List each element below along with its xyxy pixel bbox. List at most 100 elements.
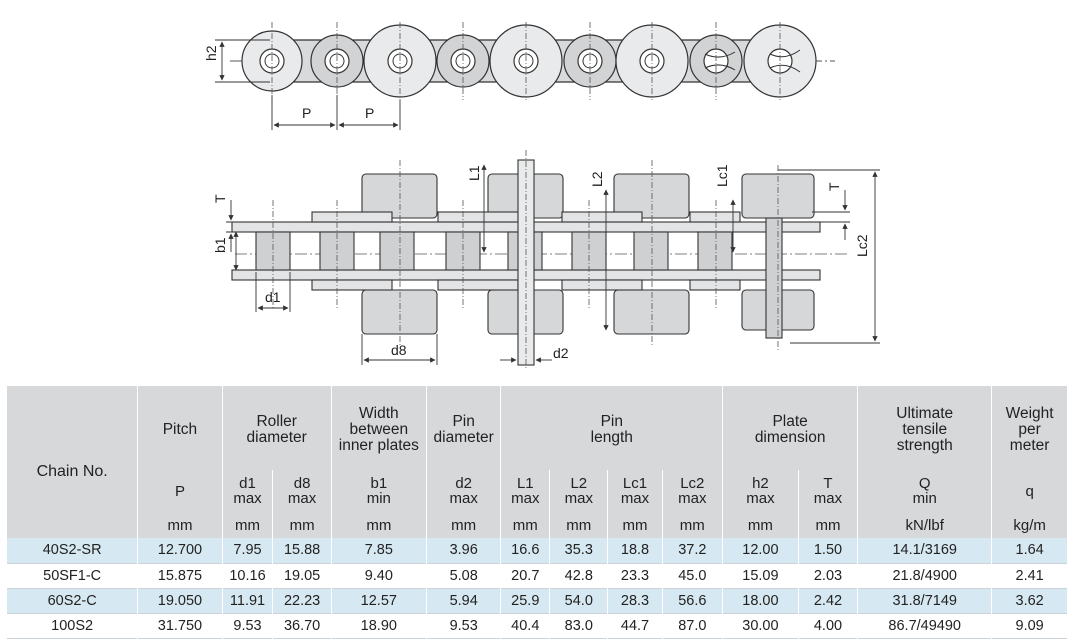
table-cell: 21.8/4900 — [857, 563, 993, 588]
tensile-line-1: Ultimate — [896, 405, 954, 422]
table-cell: 37.2 — [662, 538, 724, 563]
unit-cell: mm — [426, 512, 502, 538]
symbol-cell: d2 max — [426, 470, 502, 512]
table-cell: 5.94 — [426, 588, 502, 613]
symbol-name: d1 — [239, 475, 256, 492]
symbol-cell: L2 max — [549, 470, 609, 512]
table-cell: 2.41 — [991, 563, 1068, 588]
roller-line-1: Roller — [256, 413, 297, 430]
table-cell: 42.8 — [549, 563, 609, 588]
table-cell: 56.6 — [662, 588, 724, 613]
symbol-name: Lc1 — [622, 475, 648, 492]
table-cell: 18.8 — [607, 538, 663, 563]
header-plate-dimension: Plate dimension — [722, 386, 859, 470]
table-cell: 7.95 — [222, 538, 274, 563]
symbol-qualifier: min — [366, 490, 391, 507]
weight-line-2: per — [1018, 421, 1041, 438]
table-cell: 2.42 — [798, 588, 859, 613]
table-cell: 86.7/49490 — [857, 613, 993, 638]
weight-line-1: Weight — [1005, 405, 1054, 422]
table-cell: 9.09 — [991, 613, 1068, 638]
symbol-name: h2 — [752, 475, 769, 492]
header-pin-length: Pin length — [500, 386, 724, 470]
header-pin-diameter: Pin diameter — [426, 386, 502, 470]
table-body: 40S2-SR 12.700 7.95 15.88 7.85 3.96 16.6 35.3 18… — [7, 538, 1068, 638]
weight-line-3: meter — [1009, 437, 1050, 454]
chain-no-cell: 40S2-SR — [7, 538, 139, 563]
header-tensile: Ultimate tensile strength — [857, 386, 993, 470]
unit-cell: mm — [500, 512, 551, 538]
table-cell: 16.6 — [500, 538, 551, 563]
symbol-qualifier: max — [678, 490, 707, 507]
width-line-1: Width — [359, 405, 399, 422]
chain-spec-table: Chain No. Pitch Roller diameter Width betw… — [7, 386, 1068, 639]
table-cell: 10.16 — [222, 563, 274, 588]
chain-top-view: h2 P P — [203, 22, 835, 130]
table-cell: 5.08 — [426, 563, 502, 588]
dim-label-T-right: T — [826, 182, 842, 191]
header-unit-row: mm mm mm mm mm mm mm mm mm mm mm kN/lbf kg/m — [7, 512, 1068, 538]
unit-cell: mm — [272, 512, 332, 538]
symbol-cell: L1 max — [500, 470, 551, 512]
symbol-cell: h2 max — [722, 470, 799, 512]
table-cell: 1.64 — [991, 538, 1068, 563]
symbol-cell: d1 max — [222, 470, 274, 512]
dim-label-L1: L1 — [466, 165, 482, 181]
width-line-3: inner plates — [338, 437, 419, 454]
plate-line-2: dimension — [754, 429, 826, 446]
table-cell: 36.70 — [272, 613, 332, 638]
table-cell: 40.4 — [500, 613, 551, 638]
symbol-qualifier: max — [287, 490, 317, 507]
chain-no-cell: 60S2-C — [7, 588, 139, 613]
unit-cell: mm — [798, 512, 859, 538]
symbol-name: L1 — [516, 475, 534, 492]
table-row: 100S2 31.750 9.53 36.70 18.90 9.53 40.4 83.0 44.… — [7, 613, 1068, 638]
table-cell: 20.7 — [500, 563, 551, 588]
width-line-2: between — [349, 421, 409, 438]
unit-cell: mm — [331, 512, 427, 538]
unit-cell: mm — [222, 512, 274, 538]
symbol-name: L2 — [570, 475, 588, 492]
table-cell: 28.3 — [607, 588, 663, 613]
table-cell: 1.50 — [798, 538, 859, 563]
chain-no-cell: 50SF1-C — [7, 563, 139, 588]
table-cell: 18.90 — [331, 613, 427, 638]
table-cell: 3.62 — [991, 588, 1068, 613]
dim-label-pitch-2: P — [365, 105, 374, 121]
symbol-qualifier: max — [620, 490, 650, 507]
symbol-name: q — [1025, 482, 1034, 500]
symbol-qualifier: max — [233, 490, 262, 507]
roller-line-2: diameter — [246, 429, 307, 446]
table-row: 50SF1-C 15.875 10.16 19.05 9.40 5.08 20.7 42.8 2… — [7, 563, 1068, 588]
symbol-qualifier: max — [564, 490, 593, 507]
dim-label-pitch-1: P — [302, 105, 311, 121]
chain-side-view: T b1 d1 d8 d2 L1 L2 Lc1 T Lc2 — [212, 150, 880, 370]
symbol-name: d8 — [293, 475, 311, 492]
table-cell: 31.8/7149 — [857, 588, 993, 613]
table-cell: 15.09 — [722, 563, 799, 588]
chain-no-cell: 100S2 — [7, 613, 139, 638]
pin-diam-line-2: diameter — [433, 429, 494, 446]
symbol-cell: Lc1 max — [607, 470, 663, 512]
table-cell: 11.91 — [222, 588, 274, 613]
header-width-inner: Width between inner plates — [331, 386, 427, 470]
table-row: 60S2-C 19.050 11.91 22.23 12.57 5.94 25.9 54.0 2… — [7, 588, 1068, 613]
symbol-qualifier: max — [511, 490, 540, 507]
table-cell: 12.57 — [331, 588, 427, 613]
symbol-name: T — [823, 475, 833, 492]
table-row: 40S2-SR 12.700 7.95 15.88 7.85 3.96 16.6 35.3 18… — [7, 538, 1068, 563]
pin-len-line-1: Pin — [600, 413, 623, 430]
header-weight: Weight per meter — [991, 386, 1068, 470]
unit-cell: kN/lbf — [857, 512, 993, 538]
pin-diam-line-1: Pin — [452, 413, 475, 430]
dim-label-Lc1: Lc1 — [714, 164, 730, 187]
table-cell: 19.050 — [137, 588, 223, 613]
symbol-name: P — [174, 482, 185, 500]
symbol-cell: P — [137, 470, 223, 512]
table-cell: 2.03 — [798, 563, 859, 588]
table-cell: 23.3 — [607, 563, 663, 588]
symbol-name: b1 — [370, 475, 388, 492]
